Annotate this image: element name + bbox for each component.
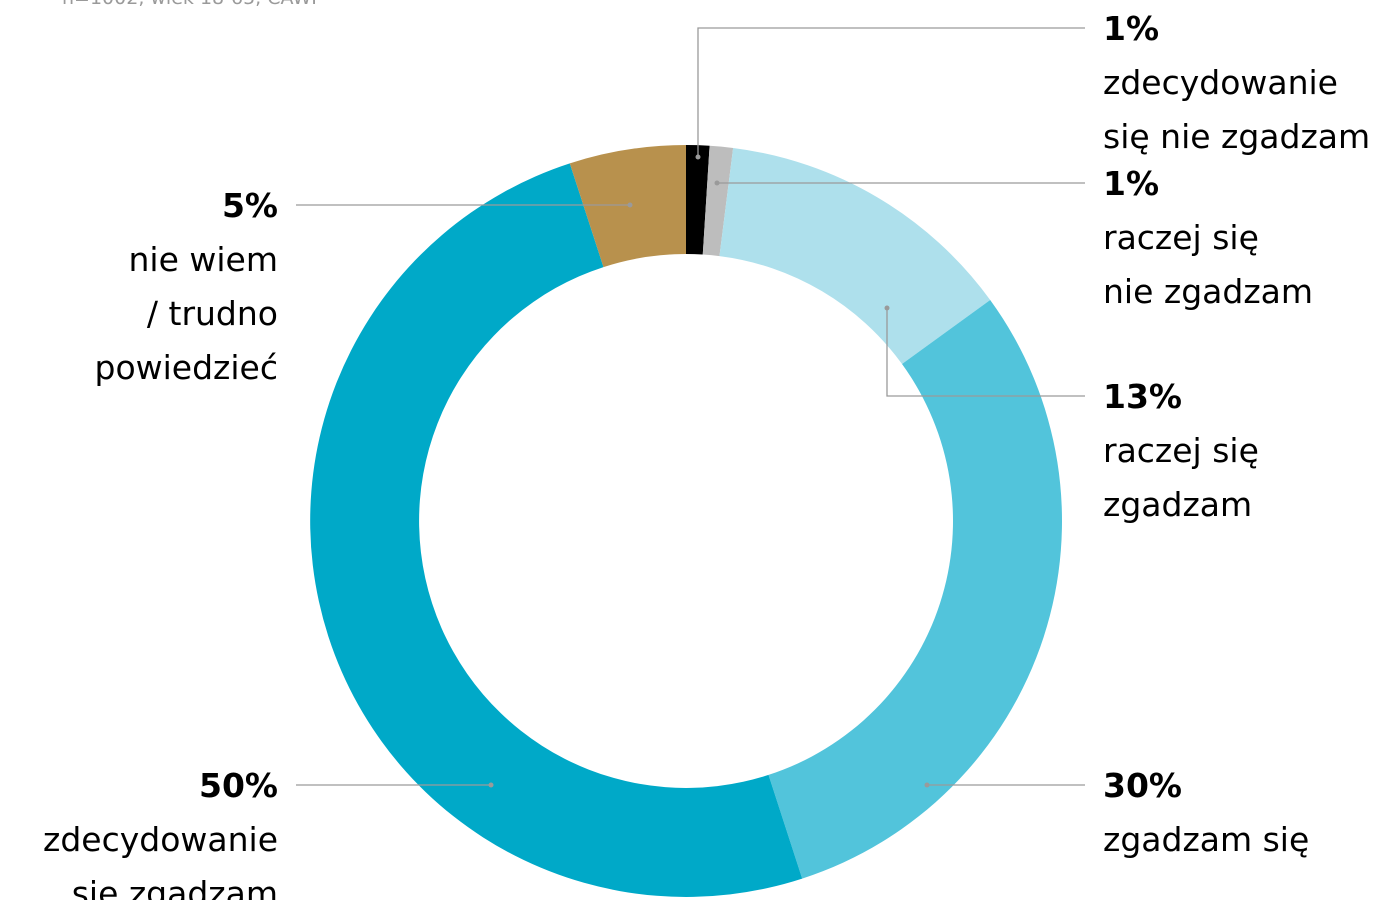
value-label: 5%: [222, 186, 278, 225]
category-label: zdecydowanie się zgadzam: [43, 820, 278, 900]
category-label: nie wiem / trudno powiedzieć: [95, 240, 278, 387]
category-label: raczej się nie zgadzam: [1103, 218, 1313, 311]
category-label: raczej się zgadzam: [1103, 431, 1259, 524]
value-label: 30%: [1103, 766, 1182, 805]
leader-dot: [924, 782, 930, 788]
category-label: zgadzam się: [1103, 820, 1309, 859]
donut-segment: [702, 145, 734, 257]
value-label: 50%: [199, 766, 278, 805]
value-label: 1%: [1103, 9, 1159, 48]
leader-dot: [714, 180, 720, 186]
value-label: 1%: [1103, 164, 1159, 203]
donut-segment: [719, 147, 991, 365]
leader-dot: [627, 202, 633, 208]
leader-dot: [884, 305, 890, 311]
leader-dot: [488, 782, 494, 788]
chart-note: n=1002, wiek 18-65, CAWI: [62, 0, 317, 9]
donut-segment: [310, 163, 803, 897]
leader-line: [697, 27, 1085, 157]
leader-dot: [695, 154, 701, 160]
value-label: 13%: [1103, 377, 1182, 416]
donut-segment: [686, 145, 710, 255]
leader-line: [886, 308, 1085, 397]
donut-segment: [768, 299, 1062, 879]
category-label: zdecydowanie się nie zgadzam: [1103, 63, 1370, 156]
